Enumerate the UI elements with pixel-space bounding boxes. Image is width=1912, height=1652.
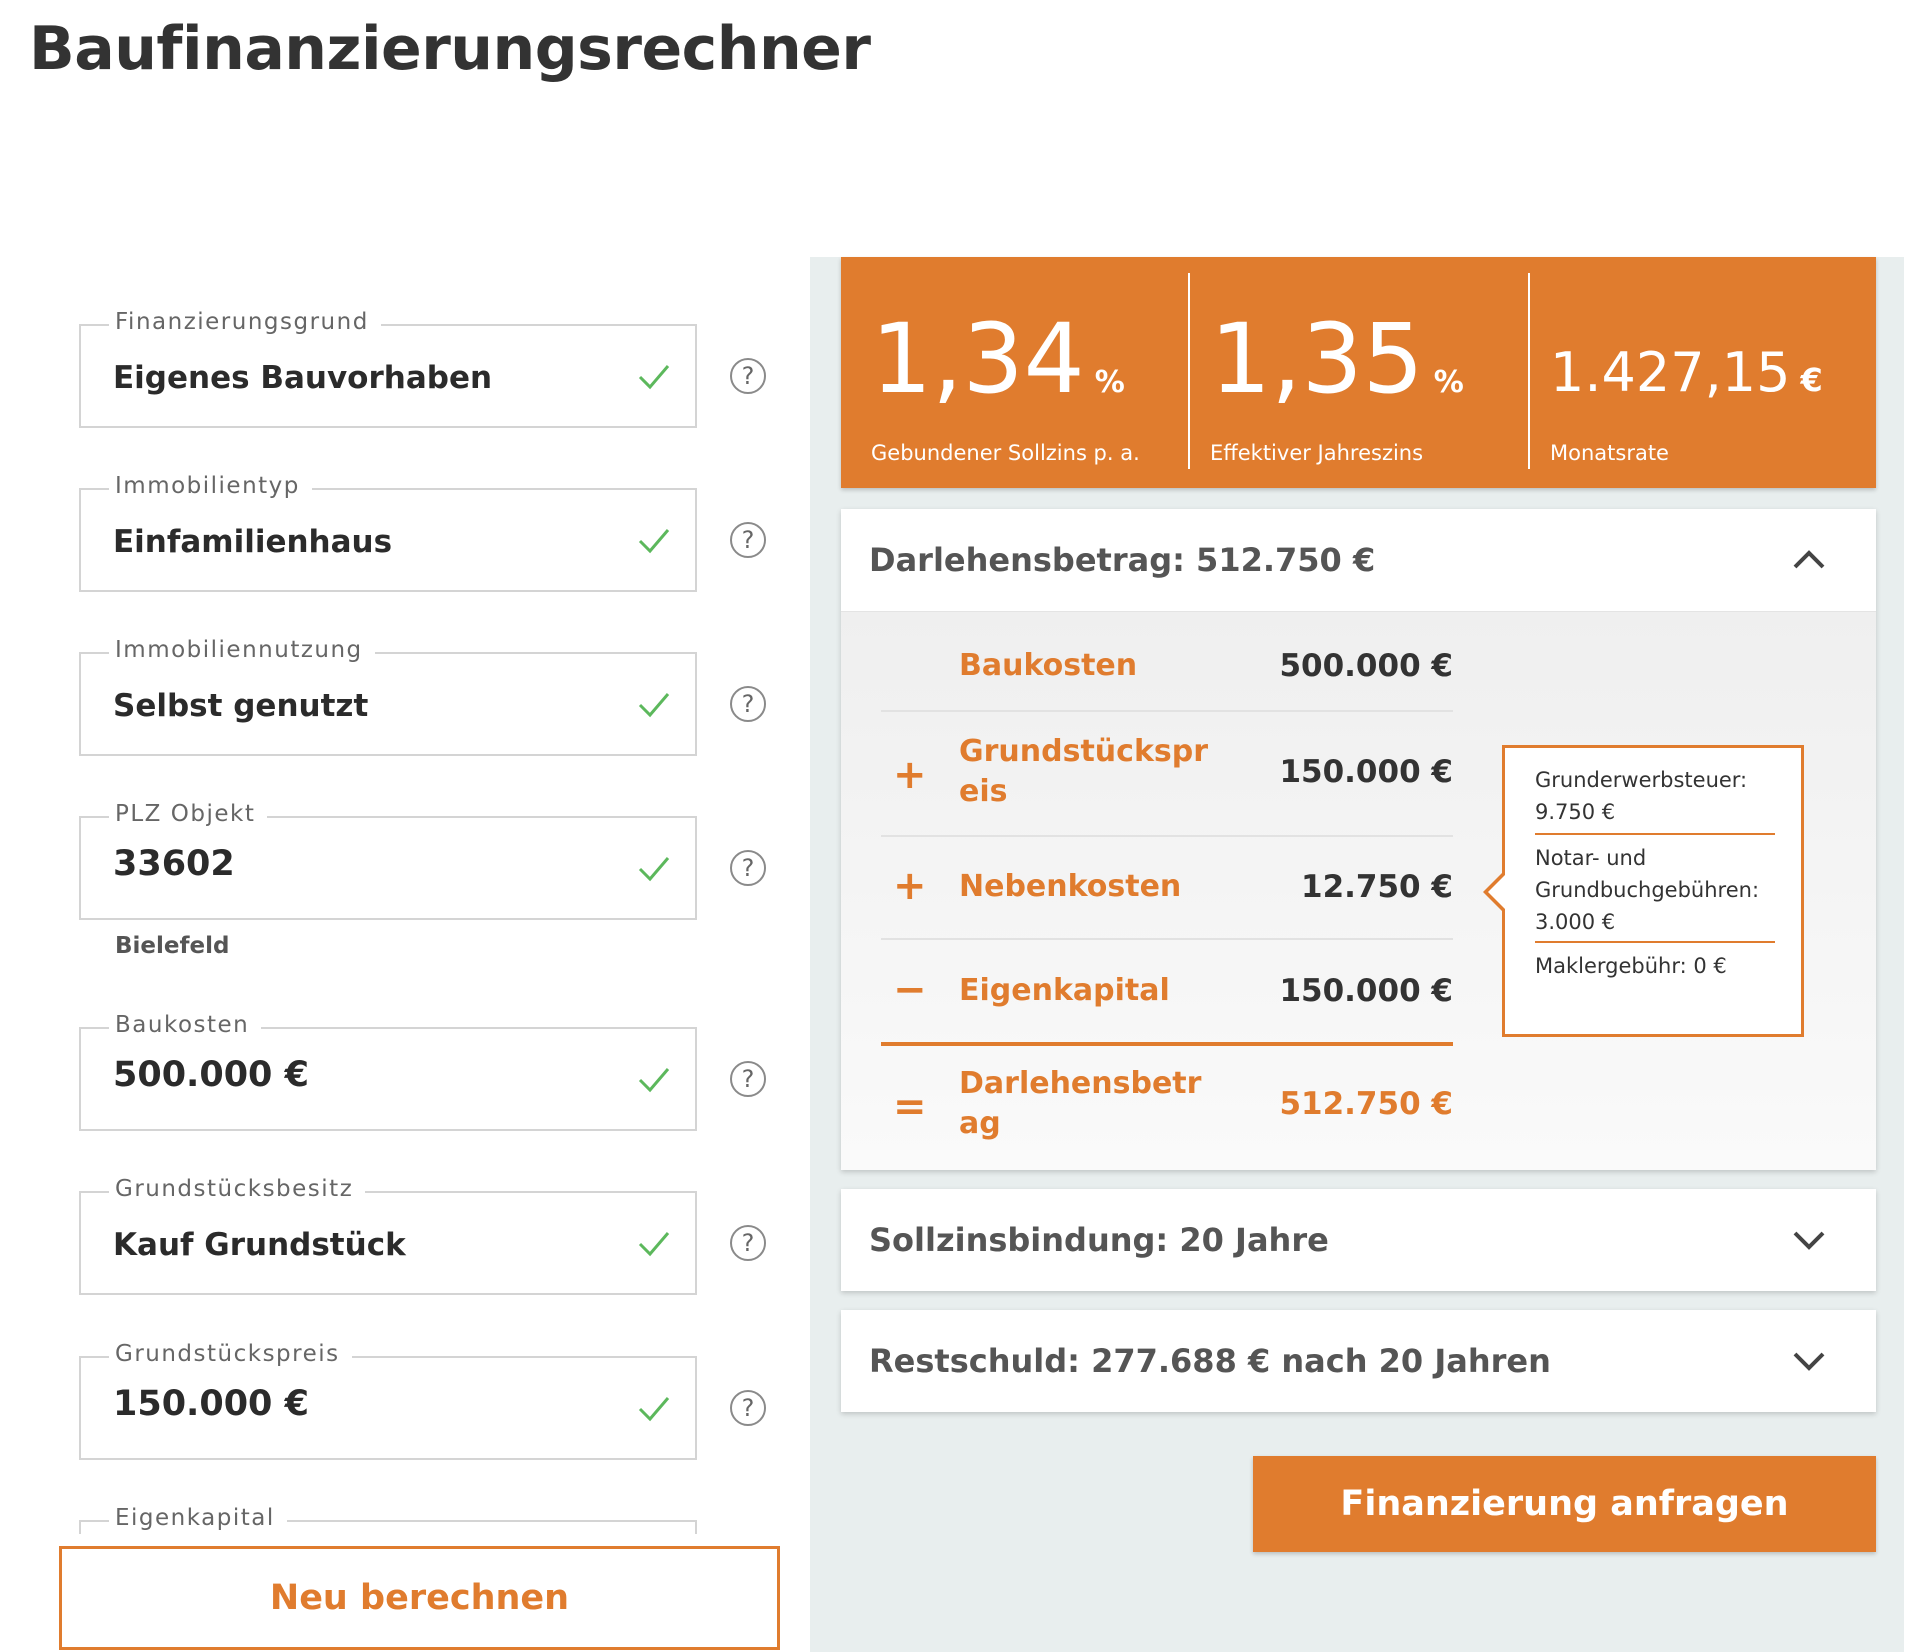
eigenkapital-input[interactable]: Eigenkapital [79,1502,697,1534]
help-icon[interactable]: ? [730,522,766,558]
immobiliennutzung-select[interactable]: Immobiliennutzung Selbst genutzt [79,634,697,756]
grundstueckspreis-input[interactable]: Grundstückspreis 150.000 € [79,1338,697,1460]
check-icon [638,1232,670,1257]
field-label: Eigenkapital [109,1502,287,1534]
monatsrate-label: Monatsrate [1550,441,1669,465]
sollzins-label: Gebundener Sollzins p. a. [871,441,1140,465]
help-icon[interactable]: ? [730,686,766,722]
baukosten-input[interactable]: Baukosten 500.000 € [79,1009,697,1131]
tooltip-item: Grunderwerbsteuer: 9.750 € [1535,768,1748,824]
divider [881,710,1453,712]
chevron-down-icon[interactable] [1792,1348,1826,1372]
check-icon [638,1068,670,1093]
check-icon [638,365,670,390]
divider [881,938,1453,940]
effektivzins-col: 1,35% Effektiver Jahreszins [1188,273,1528,469]
tooltip-item: Notar- und Grundbuchgebühren: 3.000 € [1535,846,1760,934]
field-label: Grundstückspreis [109,1338,352,1370]
tooltip-item: Maklergebühr: 0 € [1535,954,1727,978]
check-icon [638,529,670,554]
immobilientyp-select[interactable]: Immobilientyp Einfamilienhaus [79,470,697,592]
row-label: Grundstückspreis [959,734,1209,809]
equals-operator: = [893,1084,927,1130]
field-value: Selbst genutzt [113,688,369,724]
help-icon[interactable]: ? [730,1225,766,1261]
row-label: Eigenkapital [959,973,1170,1008]
field-label: Grundstücksbesitz [109,1173,366,1205]
help-icon[interactable]: ? [730,1390,766,1426]
minus-operator: − [893,967,927,1013]
sollzins-value: 1,34% [871,303,1125,415]
monatsrate-value: 1.427,15 € [1550,341,1823,404]
plus-operator: + [893,863,927,909]
plz-input[interactable]: PLZ Objekt 33602 [79,798,697,920]
sollzinsbindung-accordion[interactable]: Sollzinsbindung: 20 Jahre [841,1189,1876,1291]
page-title: Baufinanzierungsrechner [29,14,871,84]
field-value: Einfamilienhaus [113,524,393,560]
finanzierung-anfragen-button[interactable]: Finanzierung anfragen [1253,1456,1876,1552]
field-value: 500.000 € [113,1055,309,1095]
city-label: Bielefeld [115,933,230,959]
accordion-header[interactable]: Darlehensbetrag: 512.750 € [841,509,1876,611]
field-label: PLZ Objekt [109,798,268,830]
breakdown-row: + Nebenkosten 12.750 € [881,857,1453,917]
row-label: Darlehensbetrag [959,1066,1202,1141]
chevron-up-icon[interactable] [1792,547,1826,571]
field-value: Kauf Grundstück [113,1227,406,1263]
accordion-title: Sollzinsbindung: 20 Jahre [869,1221,1329,1259]
field-value: Eigenes Bauvorhaben [113,360,493,396]
nebenkosten-tooltip: Grunderwerbsteuer: 9.750 € Notar- und Gr… [1483,745,1804,1037]
breakdown-row: + Grundstückspreis 150.000 € [881,732,1453,816]
finanzierungsgrund-select[interactable]: Finanzierungsgrund Eigenes Bauvorhaben [79,306,697,428]
sollzins-col: 1,34% Gebundener Sollzins p. a. [841,273,1188,469]
check-icon [638,857,670,882]
help-icon[interactable]: ? [730,850,766,886]
effektivzins-label: Effektiver Jahreszins [1210,441,1424,465]
row-value: 12.750 € [1301,869,1453,905]
grundstuecksbesitz-select[interactable]: Grundstücksbesitz Kauf Grundstück [79,1173,697,1295]
breakdown-row-total: = Darlehensbetrag 512.750 € [881,1064,1453,1148]
sum-divider [881,1042,1453,1046]
plus-operator: + [893,752,927,798]
restschuld-accordion[interactable]: Restschuld: 277.688 € nach 20 Jahren [841,1310,1876,1412]
field-value: 33602 [113,844,235,884]
check-icon [638,1397,670,1422]
effektivzins-value: 1,35% [1210,303,1464,415]
tooltip-divider [1535,833,1775,835]
row-value: 150.000 € [1279,754,1453,790]
row-label: Nebenkosten [959,869,1182,904]
field-label: Immobilientyp [109,470,312,502]
row-value: 512.750 € [1279,1086,1453,1122]
field-label: Baukosten [109,1009,262,1041]
row-value: 500.000 € [1279,648,1453,684]
chevron-down-icon[interactable] [1792,1227,1826,1251]
rates-box: 1,34% Gebundener Sollzins p. a. 1,35% Ef… [841,257,1876,488]
accordion-header[interactable]: Sollzinsbindung: 20 Jahre [841,1189,1876,1291]
check-icon [638,693,670,718]
row-label: Baukosten [959,648,1138,683]
monatsrate-col: 1.427,15 € Monatsrate [1528,273,1876,469]
help-icon[interactable]: ? [730,1061,766,1097]
accordion-header[interactable]: Restschuld: 277.688 € nach 20 Jahren [841,1310,1876,1412]
field-value: 150.000 € [113,1384,309,1424]
help-icon[interactable]: ? [730,358,766,394]
field-label: Immobiliennutzung [109,634,375,666]
divider [881,835,1453,837]
tooltip-divider [1535,941,1775,943]
breakdown-row: − Eigenkapital 150.000 € [881,961,1453,1021]
accordion-title: Darlehensbetrag: 512.750 € [869,541,1376,579]
row-value: 150.000 € [1279,973,1453,1009]
accordion-title: Restschuld: 277.688 € nach 20 Jahren [869,1342,1551,1380]
recalc-button[interactable]: Neu berechnen [59,1546,780,1650]
breakdown-row: Baukosten 500.000 € [881,642,1453,692]
field-label: Finanzierungsgrund [109,306,381,338]
